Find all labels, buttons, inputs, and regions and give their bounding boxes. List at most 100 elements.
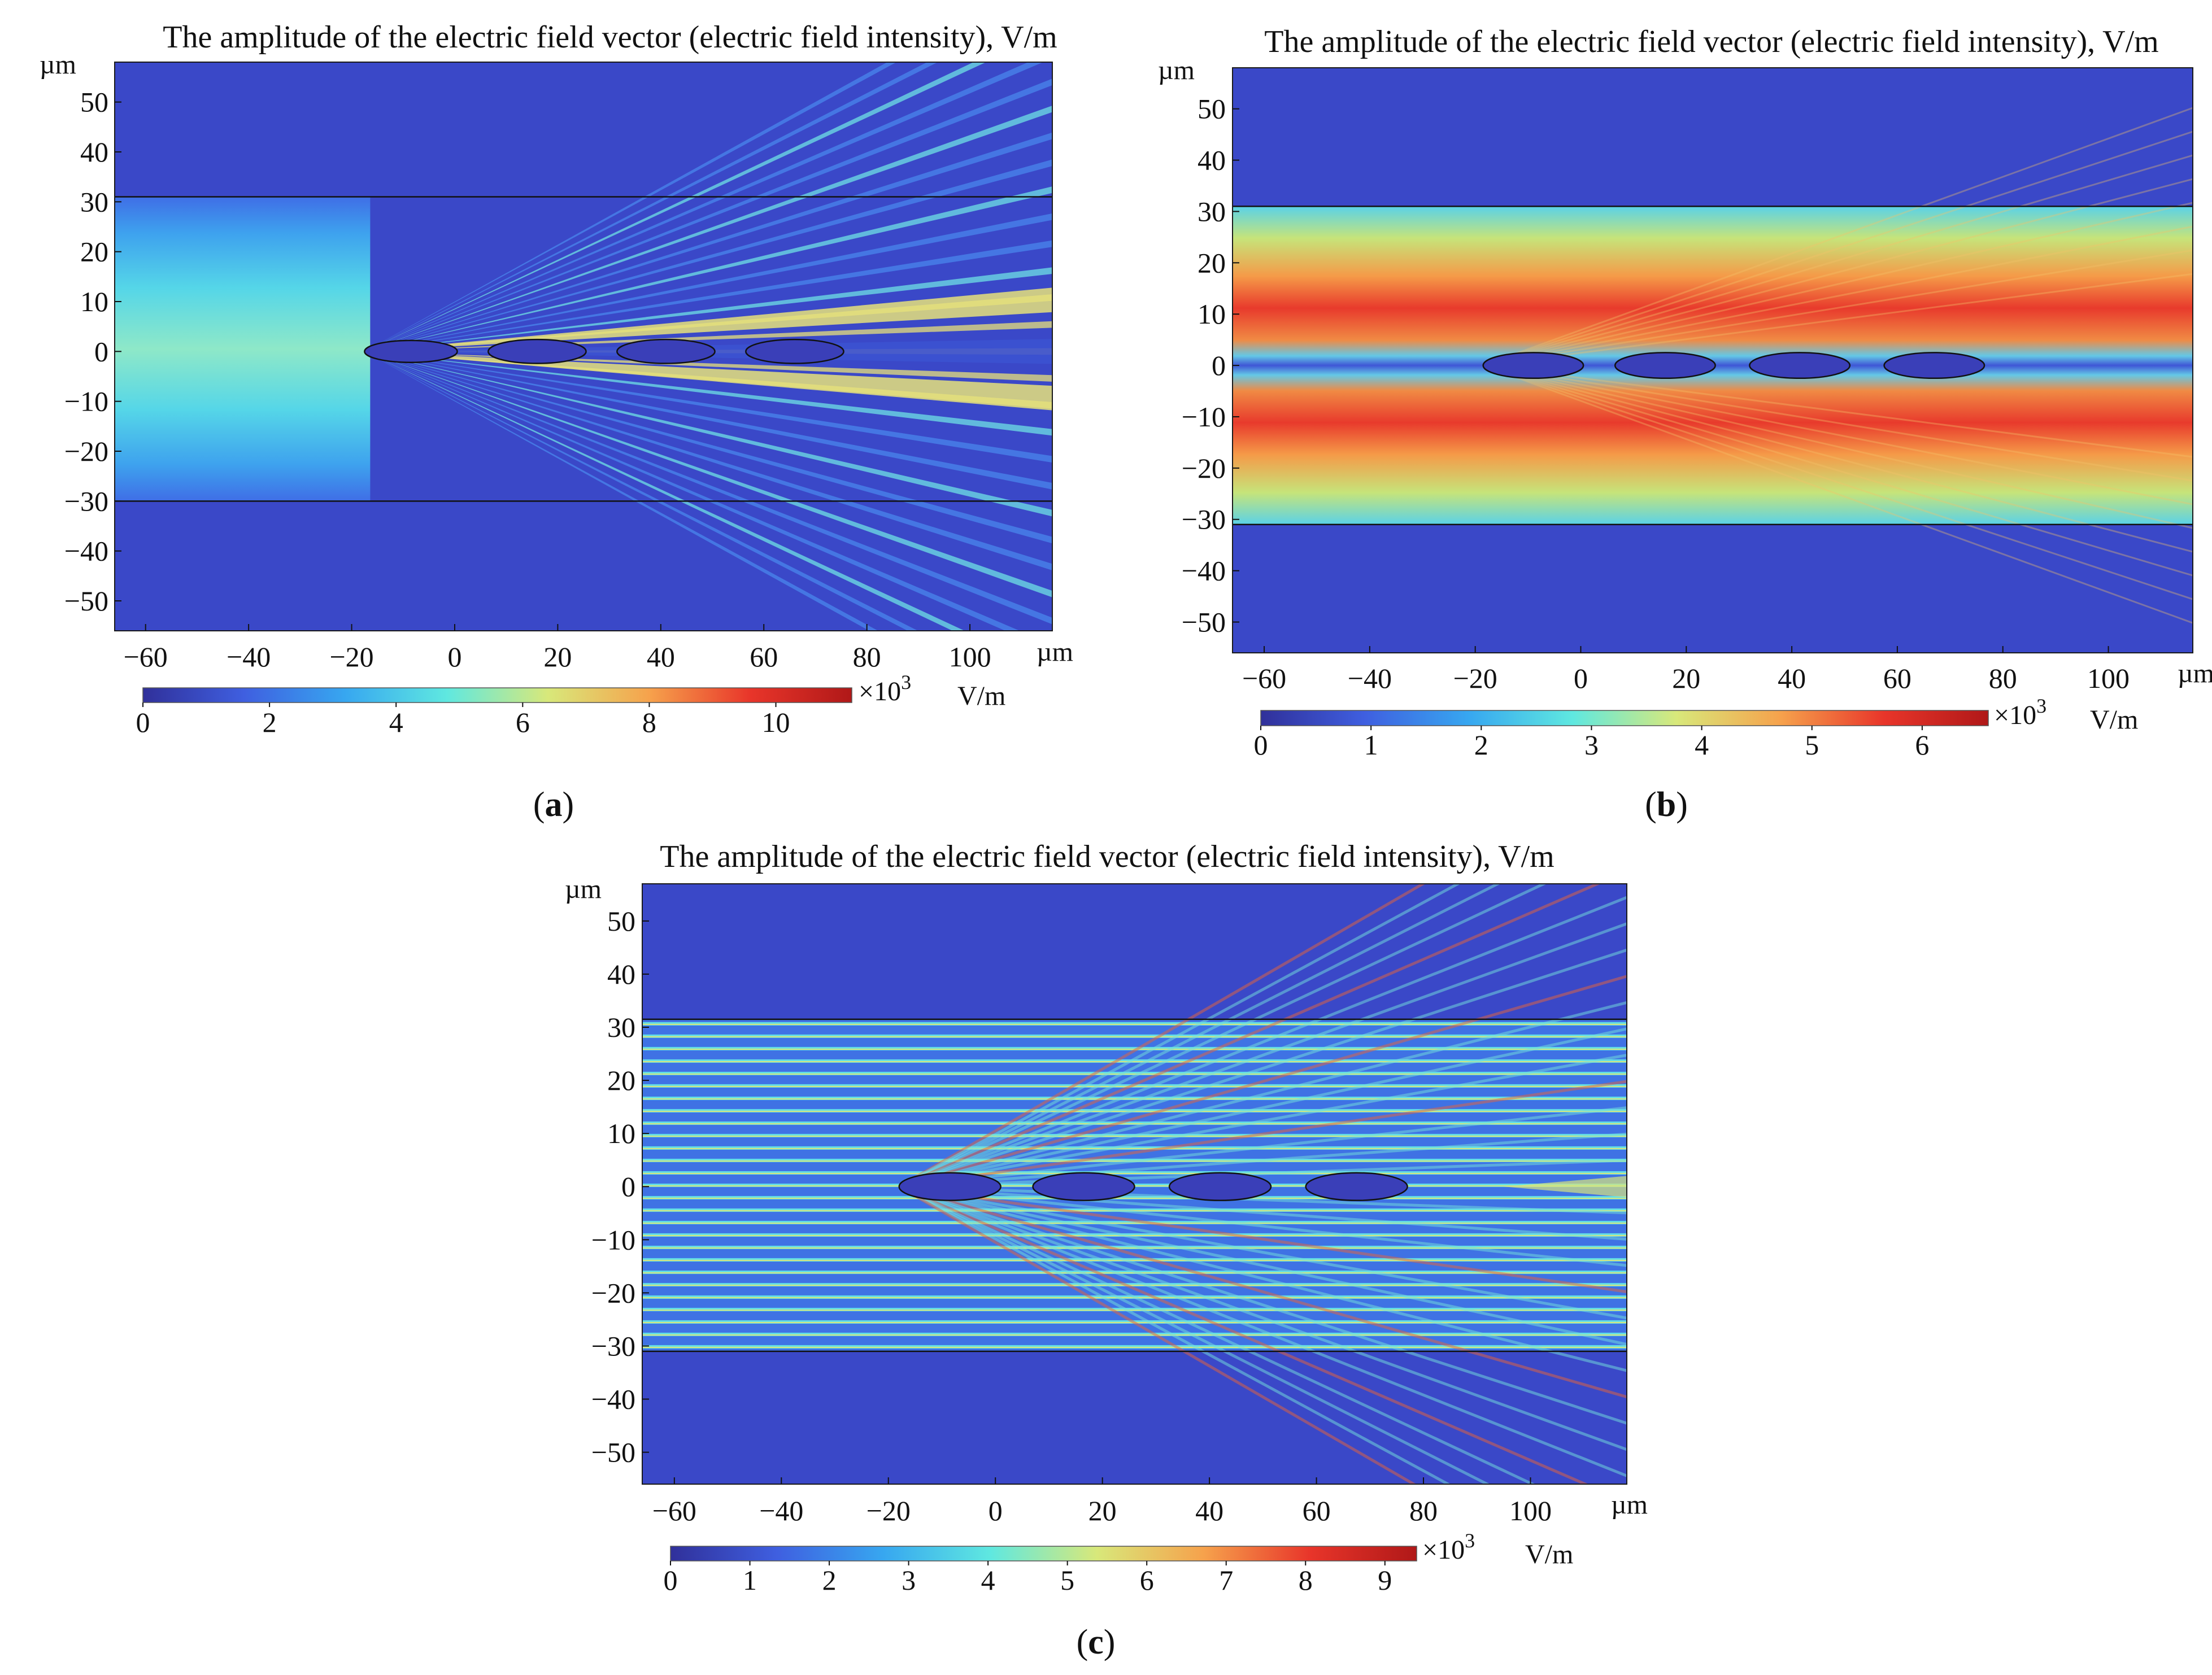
interference-fringe — [1483, 364, 2193, 529]
diffracted-ray — [364, 351, 1052, 544]
colorbar-tick-label: 6 — [1140, 1564, 1154, 1596]
colorbar-tick-label: 6 — [516, 706, 530, 738]
x-tick-label: 0 — [1574, 662, 1588, 694]
scattered-ray — [899, 1053, 1627, 1188]
interference-fringe — [1483, 364, 2193, 577]
x-tick-label: −60 — [652, 1495, 696, 1526]
x-tick-label: 40 — [1195, 1495, 1223, 1526]
scattered-ray — [899, 1185, 1627, 1215]
scattered-ray — [898, 922, 1627, 1188]
diffracted-ray — [364, 62, 1043, 352]
scattered-ray — [898, 884, 1501, 1188]
x-tick-label: 60 — [1303, 1495, 1331, 1526]
diffracted-ray — [364, 351, 1052, 490]
ellipse-particle — [1482, 352, 1584, 380]
field-map — [115, 62, 1052, 631]
scattered-ray — [898, 896, 1627, 1188]
ellipse-particle — [1032, 1172, 1135, 1201]
scattered-ray — [899, 1185, 1627, 1346]
diffracted-ray — [364, 351, 918, 631]
y-tick-label: 0 — [621, 1171, 635, 1202]
plot-title: The amplitude of the electric field vect… — [163, 20, 1057, 55]
colorbar-tick-label: 6 — [1915, 729, 1929, 761]
scattered-ray — [899, 1080, 1627, 1188]
diffracted-ray — [364, 351, 1052, 517]
scattered-ray — [898, 884, 1547, 1188]
scattered-ray — [898, 1185, 1627, 1477]
y-tick-label: 20 — [1198, 247, 1226, 278]
colorbar-tick-label: 4 — [389, 706, 403, 738]
x-tick-label: 60 — [1883, 662, 1911, 694]
x-tick-label: −60 — [124, 641, 168, 673]
scattered-ray — [898, 884, 1426, 1188]
colorbar-tick-label: 2 — [263, 706, 277, 738]
field-map — [642, 884, 1627, 1484]
colorbar-multiplier: ×103 — [1422, 1529, 1475, 1565]
x-tick-label: −60 — [1242, 662, 1286, 694]
scattered-ray — [898, 1185, 1491, 1484]
colorbar-tick-label: 2 — [822, 1564, 837, 1596]
ellipse-particle — [1305, 1172, 1408, 1201]
diffracted-ray — [364, 351, 1052, 597]
interference-fringe — [1483, 364, 2193, 458]
y-tick-label: 30 — [80, 186, 108, 217]
diffracted-ray — [364, 240, 1052, 352]
x-tick-label: −40 — [1348, 662, 1392, 694]
y-tick-label: −30 — [64, 485, 108, 517]
colorbar-tick-label: 8 — [1299, 1564, 1313, 1596]
scattered-ray — [899, 1185, 1627, 1399]
colorbar-tick-label: 7 — [1219, 1564, 1233, 1596]
plot-title: The amplitude of the electric field vect… — [660, 839, 1554, 874]
colorbar-tick-label: 3 — [902, 1564, 916, 1596]
colorbar-tick-label: 4 — [1695, 729, 1709, 761]
y-tick-label: 20 — [607, 1065, 635, 1096]
diffracted-ray — [364, 351, 1052, 570]
plot-frame — [1232, 67, 2193, 653]
colorbar-unit: V/m — [957, 681, 1005, 711]
scattered-ray — [898, 1185, 1417, 1484]
y-tick-label: 10 — [80, 286, 108, 317]
y-tick-label: −10 — [1182, 401, 1226, 433]
panel-label: (a) — [533, 786, 574, 824]
ellipse-particle — [745, 338, 844, 364]
scattered-ray — [899, 1132, 1627, 1188]
colorbar-unit: V/m — [1525, 1539, 1573, 1569]
ellipse-particle — [616, 338, 716, 364]
y-tick-label: 40 — [1198, 145, 1226, 176]
colorbar — [670, 1546, 1417, 1561]
exit-beam — [1504, 1176, 1627, 1198]
panel-a: The amplitude of the electric field vect… — [40, 20, 1073, 824]
scattered-ray — [898, 1185, 1627, 1451]
y-tick-label: −50 — [1182, 606, 1226, 638]
scattered-ray — [898, 884, 1601, 1188]
y-tick-label: 0 — [94, 335, 108, 367]
scattered-ray — [898, 1185, 1451, 1484]
y-tick-label: −10 — [591, 1224, 635, 1255]
y-tick-label: 30 — [1198, 195, 1226, 227]
y-axis-unit: µm — [1158, 55, 1195, 85]
ellipse-particle — [1883, 352, 1985, 380]
diffracted-ray — [364, 351, 965, 631]
interference-fringe — [1483, 364, 2193, 553]
ellipse-particle — [1614, 352, 1716, 380]
scattered-ray — [899, 975, 1627, 1188]
x-tick-label: 100 — [949, 641, 991, 673]
y-tick-label: 20 — [80, 236, 108, 268]
plot-title: The amplitude of the electric field vect… — [1264, 24, 2158, 59]
colorbar — [1260, 710, 1989, 726]
y-tick-label: 10 — [1198, 298, 1226, 330]
scattered-ray — [898, 1185, 1536, 1484]
scattered-ray — [899, 1027, 1627, 1188]
colorbar-tick-label: 0 — [664, 1564, 678, 1596]
panel-b: The amplitude of the electric field vect… — [1158, 24, 2212, 824]
y-tick-label: 30 — [607, 1011, 635, 1043]
y-tick-label: 50 — [80, 86, 108, 118]
interference-fringe — [1483, 249, 2193, 367]
y-tick-label: 50 — [1198, 93, 1226, 125]
y-tick-label: −40 — [1182, 555, 1226, 587]
colorbar-tick-label: 2 — [1474, 729, 1488, 761]
y-axis-unit: µm — [40, 50, 76, 80]
scattered-ray — [899, 1185, 1627, 1372]
x-tick-label: 100 — [1509, 1495, 1552, 1526]
